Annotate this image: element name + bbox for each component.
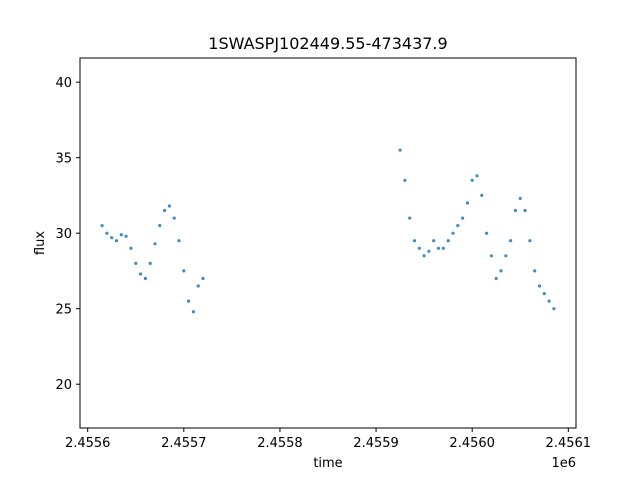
data-point xyxy=(509,239,513,243)
data-point xyxy=(182,269,186,273)
data-point xyxy=(163,208,167,213)
data-point xyxy=(542,292,546,296)
data-point xyxy=(475,174,479,178)
y-tick-label: 25 xyxy=(55,303,72,318)
chart-title: 1SWASPJ102449.55-473437.9 xyxy=(208,34,447,53)
data-point xyxy=(172,216,176,220)
x-tick-label: 2.4556 xyxy=(65,436,111,451)
data-point xyxy=(513,208,518,213)
x-axis-label: time xyxy=(313,456,342,471)
data-point xyxy=(533,269,537,273)
data-point xyxy=(124,234,128,238)
data-points xyxy=(100,148,556,314)
data-point xyxy=(518,196,522,200)
y-axis-label: flux xyxy=(33,231,48,255)
x-tick-label: 2.4557 xyxy=(161,436,207,451)
data-point xyxy=(446,239,450,243)
data-point xyxy=(470,178,474,182)
data-point xyxy=(489,254,493,258)
data-point xyxy=(436,246,441,250)
x-tick-label: 2.4560 xyxy=(449,436,495,451)
data-point xyxy=(398,148,402,152)
data-point xyxy=(432,239,436,243)
y-tick-label: 40 xyxy=(55,76,72,91)
data-point xyxy=(403,178,407,182)
data-point xyxy=(441,246,445,250)
data-point xyxy=(201,276,205,281)
data-point xyxy=(100,224,104,228)
x-tick-label: 2.4561 xyxy=(546,436,592,451)
data-point xyxy=(158,224,162,228)
x-tick-label: 2.4558 xyxy=(257,436,303,451)
data-point xyxy=(528,239,532,243)
x-offset-label: 1e6 xyxy=(551,456,576,471)
data-point xyxy=(143,276,147,281)
data-point xyxy=(412,239,417,243)
data-point xyxy=(191,310,195,314)
data-point xyxy=(119,233,123,237)
data-point xyxy=(451,231,455,235)
y-axis: 20 25 30 35 40 xyxy=(55,76,80,393)
data-point xyxy=(114,239,119,243)
data-point xyxy=(153,242,157,246)
data-point xyxy=(494,276,498,281)
data-point xyxy=(139,272,143,276)
data-point xyxy=(537,284,542,288)
data-point xyxy=(177,239,181,243)
data-point xyxy=(105,231,109,235)
data-point xyxy=(167,204,171,208)
data-point xyxy=(148,261,152,265)
data-point xyxy=(504,254,508,258)
y-tick-label: 30 xyxy=(55,227,72,242)
data-point xyxy=(422,254,426,258)
data-point xyxy=(523,208,527,213)
data-point xyxy=(427,249,431,253)
data-point xyxy=(485,231,489,235)
data-point xyxy=(547,299,551,303)
x-tick-label: 2.4559 xyxy=(353,436,399,451)
data-point xyxy=(465,201,469,205)
data-point xyxy=(129,246,133,250)
data-point xyxy=(499,269,503,273)
data-point xyxy=(456,224,460,228)
data-point xyxy=(110,236,114,240)
plot-frame xyxy=(79,57,577,429)
data-point xyxy=(552,307,556,311)
data-point xyxy=(408,216,412,220)
data-point xyxy=(134,261,138,265)
data-point xyxy=(196,284,200,288)
data-point xyxy=(461,216,465,220)
y-tick-label: 20 xyxy=(55,378,72,393)
x-axis: 2.4556 2.4557 2.4558 2.4559 2.4560 2.4561 xyxy=(65,428,591,451)
y-tick-label: 35 xyxy=(55,152,72,167)
data-point xyxy=(480,193,484,197)
data-point xyxy=(417,246,421,250)
data-point xyxy=(187,299,191,303)
